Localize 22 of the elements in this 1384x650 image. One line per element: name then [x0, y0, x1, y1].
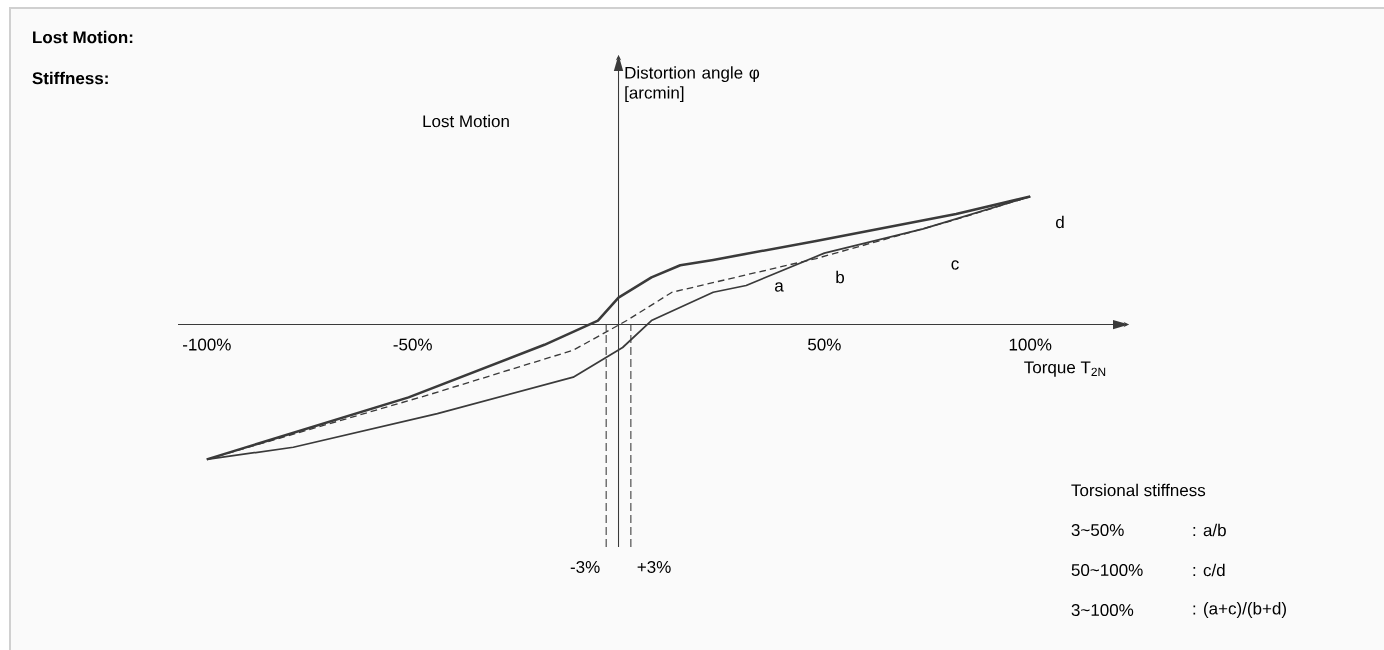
ref-line-label: -3% [570, 560, 600, 573]
chart-subtitle: Stiffness: [32, 71, 108, 85]
text: Lost Motion [423, 114, 509, 128]
text: Distortion angle φ [arcmin] [625, 66, 760, 103]
x-axis-title: Torque T$_{2N}$ [1024, 361, 1106, 377]
chart-title: Lost Motion: [33, 30, 133, 44]
x-tick-label: -100% [183, 338, 231, 351]
text: 50~100% [1071, 563, 1143, 577]
x-tick-label: 100% [1009, 338, 1052, 351]
x-tick-label: 50% [808, 338, 841, 351]
ref-line-label: +3% [637, 560, 671, 573]
annotation: d [1056, 215, 1064, 229]
annotation: b [836, 270, 845, 284]
annotation: a [775, 282, 784, 292]
text: : c/d [1193, 563, 1225, 577]
text: Torsional stiffness [1071, 483, 1206, 497]
text: : (a+c)/(b+d) [1193, 602, 1286, 618]
text: : a/b [1193, 523, 1226, 537]
text: 3~50% [1071, 523, 1124, 537]
annotation: c [951, 260, 959, 270]
text: 3~100% [1071, 603, 1134, 617]
x-tick-label: -50% [393, 338, 432, 351]
